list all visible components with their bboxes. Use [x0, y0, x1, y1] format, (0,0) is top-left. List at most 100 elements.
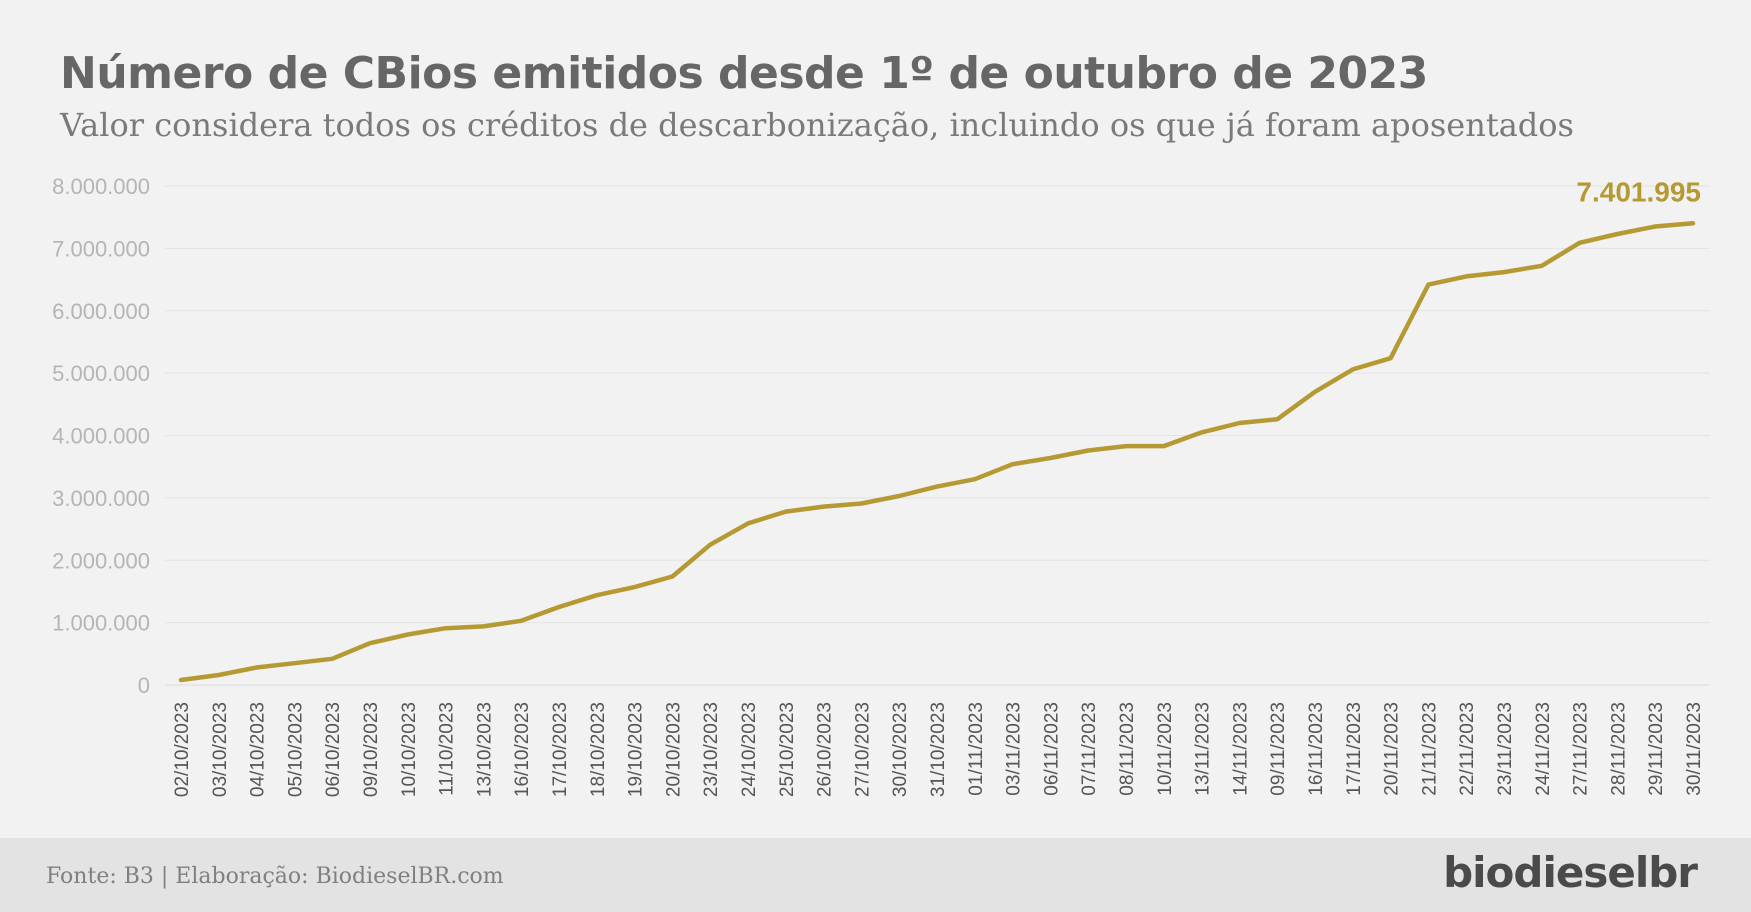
- y-tick-label: 2.000.000: [52, 548, 150, 573]
- data-point: [1653, 225, 1657, 229]
- data-point: [633, 585, 637, 589]
- data-point: [1200, 430, 1204, 434]
- x-tick-label: 29/11/2023: [1646, 702, 1667, 796]
- footer-bar: Fonte: B3 | Elaboração: BiodieselBR.com …: [0, 838, 1751, 912]
- x-tick-label: 21/11/2023: [1419, 702, 1440, 796]
- data-point: [1162, 444, 1166, 448]
- y-axis: 0 1.000.000 2.000.000 3.000.000 4.000.000 5.0…: [52, 174, 150, 698]
- data-point: [217, 673, 221, 677]
- x-axis: 02/10/2023 03/10/2023 04/10/2023 05/10/2023…: [172, 702, 1705, 797]
- data-label-last: 7.401.995: [1576, 176, 1701, 207]
- x-tick-label: 27/10/2023: [852, 702, 873, 797]
- data-point: [1124, 444, 1128, 448]
- x-tick-label: 22/11/2023: [1457, 702, 1478, 796]
- data-point: [330, 657, 334, 661]
- data-point: [557, 605, 561, 609]
- data-point: [519, 619, 523, 623]
- x-tick-label: 19/10/2023: [626, 702, 647, 797]
- data-point: [1275, 417, 1279, 421]
- x-tick-label: 20/10/2023: [663, 702, 684, 797]
- data-point: [481, 624, 485, 628]
- x-tick-label: 30/11/2023: [1684, 702, 1705, 796]
- data-point: [255, 666, 259, 670]
- data-point: [897, 494, 901, 498]
- x-tick-label: 16/11/2023: [1306, 702, 1327, 796]
- x-tick-label: 03/11/2023: [1004, 702, 1025, 796]
- data-point: [1691, 221, 1695, 225]
- x-tick-label: 09/11/2023: [1268, 702, 1289, 796]
- x-tick-label: 20/11/2023: [1382, 702, 1403, 796]
- chart-title: Número de CBios emitidos desde 1º de out…: [60, 48, 1428, 99]
- series-path: [178, 221, 1696, 683]
- data-point: [595, 593, 599, 597]
- data-point: [859, 501, 863, 505]
- data-point: [292, 661, 296, 665]
- data-point: [670, 574, 674, 578]
- x-tick-label: 13/10/2023: [474, 702, 495, 797]
- data-point: [1464, 274, 1468, 278]
- x-tick-label: 31/10/2023: [928, 702, 949, 797]
- data-point: [1011, 462, 1015, 466]
- data-point: [368, 641, 372, 645]
- data-point: [1351, 367, 1355, 371]
- data-point: [1615, 232, 1619, 236]
- data-point: [444, 626, 448, 630]
- y-tick-label: 1.000.000: [52, 611, 150, 636]
- source-note: Fonte: B3 | Elaboração: BiodieselBR.com: [46, 864, 504, 889]
- x-tick-label: 16/10/2023: [512, 702, 533, 797]
- x-tick-label: 24/11/2023: [1533, 702, 1554, 796]
- chart-subtitle: Valor considera todos os créditos de des…: [60, 106, 1574, 144]
- x-tick-label: 05/10/2023: [285, 702, 306, 797]
- data-point: [935, 485, 939, 489]
- x-tick-label: 24/10/2023: [739, 702, 760, 797]
- data-point: [973, 477, 977, 481]
- x-tick-label: 01/11/2023: [966, 702, 987, 796]
- x-tick-label: 30/10/2023: [890, 702, 911, 797]
- x-tick-label: 10/10/2023: [399, 702, 420, 797]
- x-tick-label: 04/10/2023: [248, 702, 269, 797]
- line-chart: 0 1.000.000 2.000.000 3.000.000 4.000.000 5.0…: [52, 174, 1710, 797]
- x-tick-label: 27/11/2023: [1571, 702, 1592, 796]
- data-point: [1313, 390, 1317, 394]
- data-point: [784, 510, 788, 514]
- data-point: [406, 632, 410, 636]
- x-tick-label: 11/10/2023: [437, 702, 458, 796]
- data-point: [1540, 264, 1544, 268]
- data-point: [1048, 456, 1052, 460]
- x-tick-label: 13/11/2023: [1193, 702, 1214, 796]
- data-point: [746, 521, 750, 525]
- y-tick-label: 5.000.000: [52, 361, 150, 386]
- data-point: [1578, 241, 1582, 245]
- y-tick-label: 4.000.000: [52, 424, 150, 449]
- y-tick-label: 0: [138, 673, 150, 698]
- data-point: [1086, 448, 1090, 452]
- y-tick-label: 7.000.000: [52, 236, 150, 261]
- series-line: [178, 221, 1696, 683]
- data-point: [708, 543, 712, 547]
- x-tick-label: 25/10/2023: [777, 702, 798, 797]
- x-tick-label: 17/11/2023: [1344, 702, 1365, 796]
- y-tick-label: 6.000.000: [52, 299, 150, 324]
- annotations: 7.401.995: [1576, 176, 1701, 207]
- x-tick-label: 14/11/2023: [1230, 702, 1251, 796]
- data-point: [822, 505, 826, 509]
- x-tick-label: 26/10/2023: [815, 702, 836, 797]
- data-point: [1389, 356, 1393, 360]
- brand-logo: biodieselbr: [1443, 848, 1698, 897]
- x-tick-label: 06/11/2023: [1041, 702, 1062, 796]
- data-point: [1502, 270, 1506, 274]
- x-tick-label: 17/10/2023: [550, 702, 571, 797]
- data-point: [1426, 283, 1430, 287]
- y-tick-label: 8.000.000: [52, 174, 150, 199]
- x-tick-label: 18/10/2023: [588, 702, 609, 797]
- grid-lines: [165, 185, 1710, 686]
- x-tick-label: 28/11/2023: [1608, 702, 1629, 796]
- x-tick-label: 23/10/2023: [701, 702, 722, 797]
- x-tick-label: 06/10/2023: [323, 702, 344, 797]
- x-tick-label: 23/11/2023: [1495, 702, 1516, 796]
- data-point: [1237, 421, 1241, 425]
- x-tick-label: 10/11/2023: [1155, 702, 1176, 796]
- x-tick-label: 02/10/2023: [172, 702, 193, 797]
- y-tick-label: 3.000.000: [52, 486, 150, 511]
- x-tick-label: 08/11/2023: [1117, 702, 1138, 796]
